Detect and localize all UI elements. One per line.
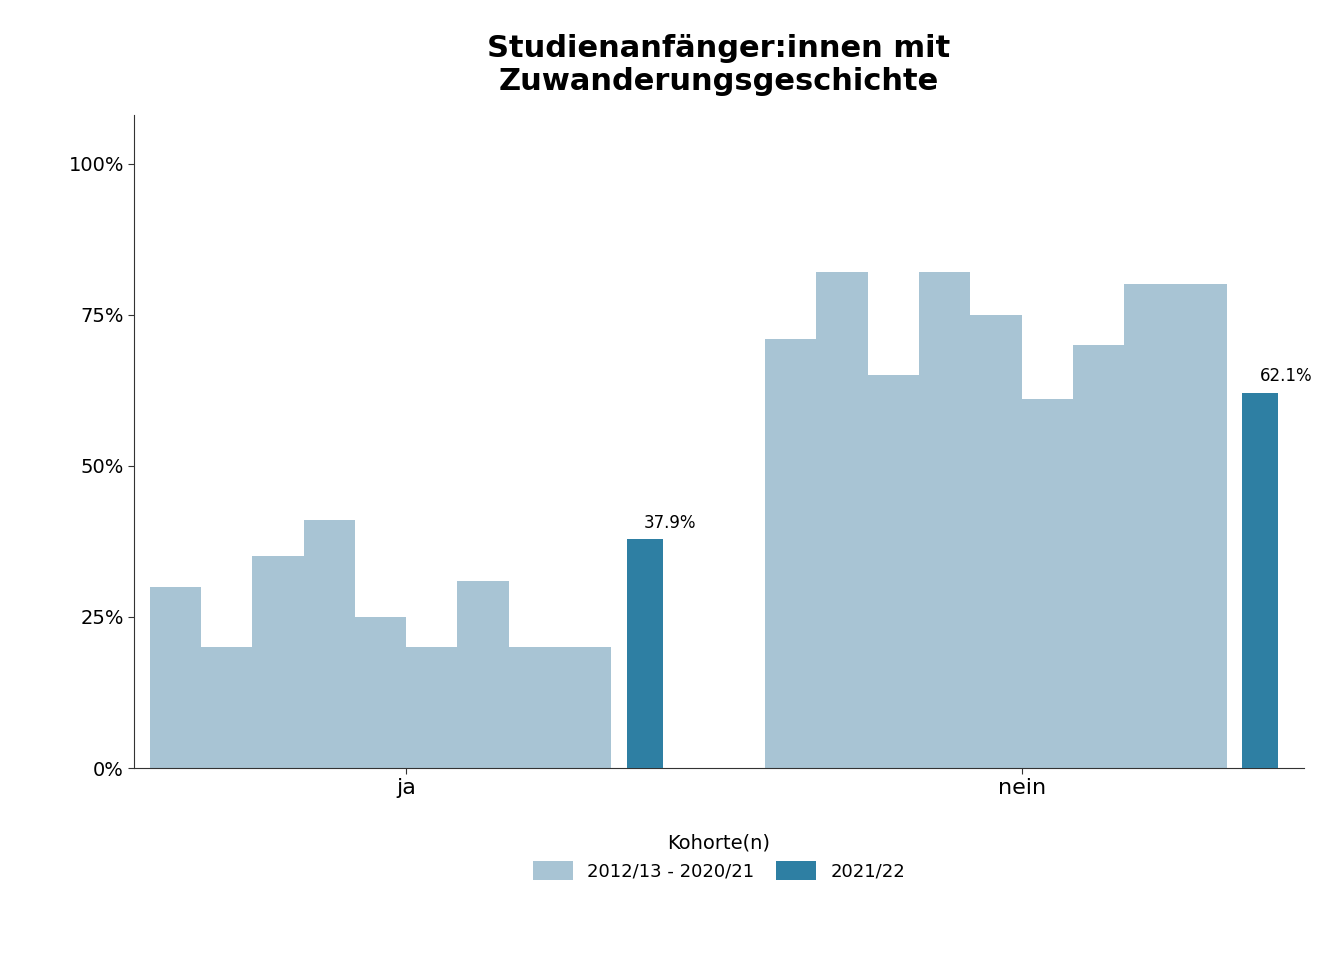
Bar bbox=[970, 315, 1021, 768]
Bar bbox=[1073, 345, 1124, 768]
Bar bbox=[1124, 284, 1176, 768]
Bar bbox=[406, 647, 457, 768]
Bar bbox=[304, 520, 355, 768]
Bar bbox=[457, 581, 509, 768]
Bar bbox=[1021, 399, 1073, 768]
Bar bbox=[509, 647, 560, 768]
Bar bbox=[560, 647, 612, 768]
Bar bbox=[816, 273, 868, 768]
Bar bbox=[919, 273, 970, 768]
Bar bbox=[626, 539, 663, 768]
Bar bbox=[765, 339, 816, 768]
Bar bbox=[1242, 393, 1278, 768]
Bar bbox=[149, 587, 202, 768]
Bar bbox=[253, 557, 304, 768]
Legend: 2012/13 - 2020/21, 2021/22: 2012/13 - 2020/21, 2021/22 bbox=[524, 824, 914, 890]
Bar bbox=[202, 647, 253, 768]
Text: 37.9%: 37.9% bbox=[644, 514, 696, 532]
Bar bbox=[355, 617, 406, 768]
Bar bbox=[868, 375, 919, 768]
Title: Studienanfänger:innen mit
Zuwanderungsgeschichte: Studienanfänger:innen mit Zuwanderungsge… bbox=[488, 34, 950, 96]
Text: 62.1%: 62.1% bbox=[1259, 368, 1312, 385]
Bar bbox=[1176, 284, 1227, 768]
